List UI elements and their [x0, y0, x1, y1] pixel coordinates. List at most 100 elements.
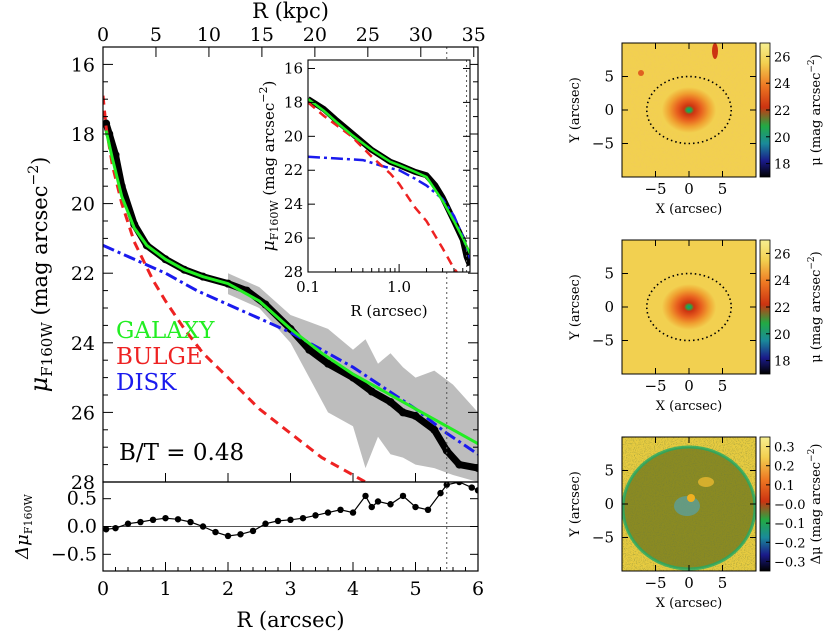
residual-point: [468, 484, 475, 491]
residual-point: [124, 520, 132, 527]
map-x-tick-label: 0: [684, 377, 694, 395]
map-x-tick-label: −5: [644, 574, 666, 592]
map-y-tick-label: −5: [592, 135, 614, 153]
colorbar-tick-label: 0.3: [774, 441, 795, 456]
inset-plot-area: [308, 96, 470, 272]
residual-point: [368, 503, 375, 511]
residual-point: [424, 506, 432, 514]
colorbar-tick-label: 22: [774, 301, 791, 316]
aperture-ellipse: [645, 272, 733, 342]
residual-point: [262, 520, 269, 527]
residual-point: [387, 501, 394, 508]
residual-point: [162, 514, 169, 522]
colorbar-tick-label: 0.2: [774, 460, 795, 475]
colorbar-tick-label: −0.3: [774, 555, 806, 570]
x-tick-label: 6: [472, 578, 484, 600]
residual-plot-area: [103, 482, 478, 540]
inset-bulge-line: [308, 101, 458, 272]
map-x-axis-label: X (arcsec): [656, 596, 722, 611]
inset-x-tick-label: 0.1: [296, 278, 320, 296]
top-x-tick-label: 0: [97, 24, 109, 46]
top-x-tick-label: 10: [197, 24, 221, 46]
legend-disk: DISK: [116, 370, 177, 396]
galaxy-emission: [657, 83, 721, 137]
colorbar-label: μ (mag arcsec−2): [807, 54, 824, 165]
inset-y-label-mu: μ: [259, 240, 279, 251]
residual-point: [412, 503, 419, 511]
inset-x-tick-label: 1.0: [387, 278, 411, 296]
inset-y-label-unit: (mag arcsec: [260, 103, 278, 201]
map-x-tick-label: −5: [644, 377, 666, 395]
inset-y-label-subscript: F160W: [268, 200, 281, 241]
residual-core-bright: [687, 494, 695, 502]
x-axis-label: R (arcsec): [236, 608, 344, 632]
colorbar-label-exponent: −2: [807, 256, 817, 269]
galaxy-emission: [657, 280, 721, 334]
y-label-subscript: F160W: [38, 322, 56, 377]
residual-point: [299, 514, 307, 522]
map-y-tick-label: 0: [604, 495, 614, 513]
inset-y-tick-label: 26: [284, 229, 303, 247]
data-point: [324, 359, 332, 368]
x-tick-label: 3: [284, 578, 296, 600]
inset-y-tick-label: 24: [284, 195, 303, 213]
residual-point: [199, 523, 207, 530]
map-x-tick-label: −5: [644, 180, 666, 198]
colorbar-tick-label: 22: [774, 104, 791, 119]
model-map: −5 0 5 5 0 −5 X (arcsec) Y (arcsec) 26 24 22 20 18 μ …: [568, 239, 824, 414]
residual-panel: 0.5 0.0 −0.50 1 2 3 4 5 6 R (arcsec) ΔμF160W: [12, 473, 484, 632]
colorbar-tick-label: 20: [774, 131, 791, 146]
map-x-axis-label: X (arcsec): [656, 399, 722, 414]
residual-y-label-mu: Δμ: [12, 534, 33, 560]
residual-point: [349, 509, 357, 516]
inset-y-label-close: ): [260, 81, 278, 87]
y-label-close: ): [28, 157, 52, 165]
residual-point: [374, 498, 382, 505]
residual-point: [149, 516, 157, 524]
residual-point: [337, 506, 344, 514]
colorbar-tick-label: 24: [774, 77, 791, 92]
inset-y-axis-label: μF160W (mag arcsec−2): [257, 81, 281, 252]
residual-point: [212, 528, 219, 536]
residual-y-axis-label: ΔμF160W: [12, 493, 35, 559]
residual-y-tick-label: 0.0: [67, 516, 97, 538]
colorbar-tick-label: 0.1: [774, 479, 795, 494]
map-x-tick-label: 5: [718, 377, 728, 395]
inset-x-axis-label: R (arcsec): [350, 302, 427, 320]
y-tick-label: 26: [71, 402, 95, 424]
inset-galaxy-line: [308, 97, 470, 254]
residual-point: [443, 482, 450, 488]
residual-point: [362, 492, 369, 500]
residual-clump: [698, 477, 714, 487]
residual-point: [103, 526, 110, 533]
map-y-tick-label: 0: [604, 298, 614, 316]
y-label-mu: μ: [25, 377, 53, 393]
residual-map-image: [622, 437, 756, 571]
map-x-tick-label: 5: [718, 180, 728, 198]
model-map-image: [622, 240, 756, 374]
y-tick-label: 22: [71, 263, 95, 285]
map-y-tick-label: 5: [604, 68, 614, 86]
data-point: [455, 460, 464, 469]
colorbar-label-exponent: −2: [807, 449, 817, 462]
top-x-tick-label: 15: [250, 24, 274, 46]
legend-galaxy: GALAXY: [116, 318, 215, 344]
inset-y-tick-label: 20: [284, 127, 303, 145]
x-tick-label: 5: [409, 578, 421, 600]
top-x-axis-label: R (kpc): [252, 0, 329, 23]
x-tick-label: 1: [159, 578, 171, 600]
top-x-tick-label: 25: [356, 24, 380, 46]
residual-point: [187, 518, 194, 526]
residual-y-tick-label: −0.5: [51, 543, 97, 565]
data-point: [367, 387, 376, 396]
residual-point: [274, 517, 282, 525]
colorbar-tick-label: −0.2: [774, 536, 806, 551]
colorbar-label-close: ): [809, 444, 824, 449]
y-label-exponent: −2: [26, 165, 42, 186]
data-point: [411, 411, 420, 420]
contaminant-source: [712, 43, 718, 59]
inset-y-tick-label: 18: [284, 93, 303, 111]
map-y-tick-label: 5: [604, 462, 614, 480]
inset-disk-line: [308, 155, 470, 259]
